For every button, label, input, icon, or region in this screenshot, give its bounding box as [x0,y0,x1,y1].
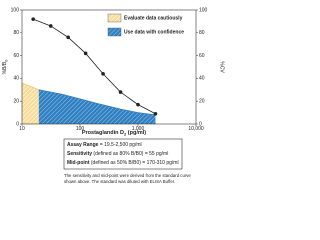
data-point [31,17,36,21]
data-point [118,90,123,94]
legend-swatch [107,13,122,23]
y2-axis-label: %CV [219,61,225,73]
note-line: shown above. The standard was diluted wi… [64,179,175,184]
y-tick-label: 40 [13,76,19,82]
cv-area [38,89,156,124]
chart: Prostaglandin D2 (pg/ml) %B/B0 %CV Evalu… [2,7,225,184]
info-value: (defined as 80% B/B0) = 55 pg/ml [92,151,168,157]
y-tick-label: 0 [16,121,19,127]
x-tick-label: 100 [76,126,85,132]
cv-line [21,82,39,91]
info-box [63,138,183,170]
info-key: Mid-point [67,160,90,166]
info-line: Assay Range = 19.5-2,500 pg/ml [67,142,142,148]
x-axis-label: Prostaglandin D2 (pg/ml) [82,130,146,136]
legend-label: Use data with confidence [124,29,184,35]
y-tick-label: 20 [13,99,19,105]
legend-swatch [107,27,122,37]
data-point [136,102,140,107]
x-tick-label: 10,000 [188,126,204,132]
x-tick-label: 1,000 [132,126,145,132]
standard-curve [33,18,156,115]
y-tick-label: 80 [13,30,19,36]
x-tick-label: 10 [19,126,25,132]
note-line: The sensitivity and mid-point were deriv… [64,173,191,178]
plot-frame [21,9,197,125]
info-line: Sensitivity (defined as 80% B/B0) = 55 p… [67,151,168,157]
data-point [101,72,105,76]
cv-line [38,89,156,116]
data-point [48,24,53,28]
info-value: (defined as 50% B/B0) = 170-310 pg/ml [90,160,179,166]
y2-tick-label: 60 [199,53,205,59]
y2-tick-label: 80 [199,30,205,36]
info-key: Assay Range [67,142,99,148]
info-value: = 19.5-2,500 pg/ml [98,142,141,148]
y-tick-label: 60 [13,53,19,59]
info-key: Sensitivity [67,151,92,157]
y2-tick-label: 40 [199,76,205,82]
y-tick-label: 100 [11,7,20,13]
info-line: Mid-point (defined as 50% B/B0) = 170-31… [67,160,179,166]
y2-tick-label: 0 [199,121,202,127]
data-point [153,111,158,116]
data-point [83,51,88,56]
y-axis-label: %B/B0 [2,59,8,75]
y2-tick-label: 20 [199,99,205,105]
data-point [66,35,70,40]
cv-area [22,82,39,124]
y2-tick-label: 100 [199,7,208,13]
legend-label: Evaluate data cautiously [124,15,183,21]
